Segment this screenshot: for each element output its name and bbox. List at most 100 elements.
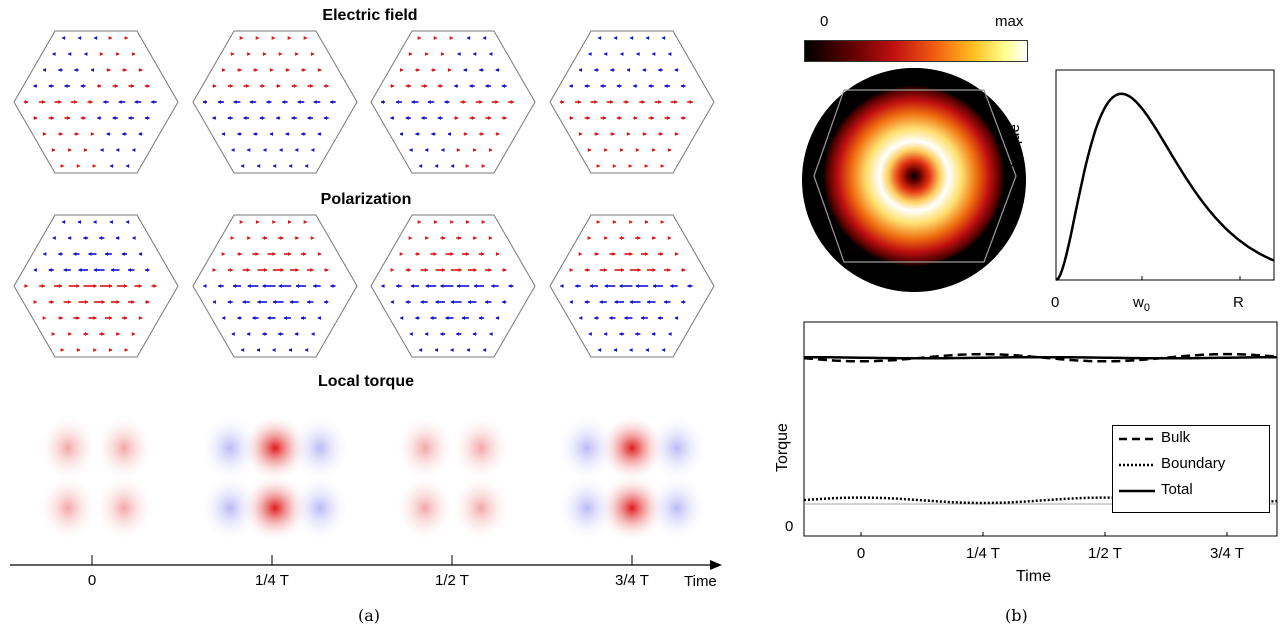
arrow-head (131, 332, 135, 336)
arrow-head (594, 68, 598, 72)
arrow-head (99, 52, 103, 56)
arrow-head (680, 84, 684, 88)
arrow-head (588, 332, 592, 336)
arrow-head (295, 52, 299, 56)
profile-xtick-0: 0 (1051, 294, 1060, 311)
arrow-head (496, 252, 500, 256)
arrow-head (313, 100, 317, 104)
arrow-head (93, 284, 97, 288)
arrow-head (610, 100, 614, 104)
arrow-head (305, 164, 309, 168)
arrow-head (109, 220, 113, 224)
arrow-head (59, 132, 63, 136)
arrow-head (116, 148, 120, 152)
arrow-head (405, 116, 409, 120)
arrow-head (471, 116, 475, 120)
arrow-head (67, 300, 71, 304)
time-chart-xtick-2: 1/2 T (1088, 545, 1122, 562)
arrow-head (323, 116, 327, 120)
arrow-head (80, 84, 84, 88)
arrow-head (579, 316, 583, 320)
arrow-head (287, 252, 291, 256)
arrow-head (303, 36, 307, 40)
arrow-head (675, 132, 679, 136)
arrow-head (689, 100, 693, 104)
arrow-head (109, 284, 113, 288)
arrow-head (78, 36, 82, 40)
arrow-head (76, 316, 80, 320)
arrow-head (681, 300, 685, 304)
arrow-head (635, 148, 639, 152)
arrow-head (424, 268, 428, 272)
legend-line-bulk (1119, 437, 1155, 441)
arrow-head (255, 252, 259, 256)
arrow-head (153, 284, 157, 288)
arrow-head (76, 164, 80, 168)
arrow-head (481, 220, 485, 224)
arrow-head (427, 100, 431, 104)
arrow-head (62, 220, 66, 224)
arrow-head (611, 132, 615, 136)
arrow-head (60, 348, 64, 352)
arrow-head (92, 164, 96, 168)
arrow-head (584, 300, 588, 304)
series-line-boundary (803, 496, 1278, 505)
arrow-head (98, 84, 102, 88)
arrow-head (620, 52, 624, 56)
arrow-head (463, 68, 467, 72)
arrow-head (289, 300, 293, 304)
arrow-head (596, 220, 600, 224)
arrow-head (107, 68, 111, 72)
arrow-head (237, 132, 241, 136)
arrow-head (425, 332, 429, 336)
arrow-head (132, 148, 136, 152)
arrow-head (495, 316, 499, 320)
arrow-head (612, 220, 616, 224)
arrow-head (604, 52, 608, 56)
arrow-head (441, 148, 445, 152)
arrow-head (457, 52, 461, 56)
arrow-head (313, 284, 317, 288)
arrow-head (88, 252, 92, 256)
arrow-head (122, 132, 126, 136)
arrow-head (83, 236, 87, 240)
arrow-head (440, 284, 444, 288)
time-chart-ytick-0: 0 (785, 518, 794, 535)
arrow-head (325, 268, 329, 272)
arrow-head (644, 220, 648, 224)
arrow-head (227, 300, 231, 304)
arrow-head (456, 332, 460, 336)
arrow-head (58, 100, 62, 104)
time-tick-3: 3/4 T (615, 572, 649, 589)
arrow-head (231, 332, 235, 336)
legend-line-total (1119, 489, 1155, 493)
arrow-head (604, 148, 608, 152)
arrow-head (431, 132, 435, 136)
arrow-head (76, 348, 80, 352)
arrow-head (145, 268, 149, 272)
arrow-head (602, 116, 606, 120)
arrow-head (578, 68, 582, 72)
arrow-head (100, 148, 104, 152)
arrow-head (430, 316, 434, 320)
arrow-head (241, 348, 245, 352)
arrow-head (587, 236, 591, 240)
arrow-head (604, 284, 608, 288)
arrow-head (407, 268, 411, 272)
arrow-head (278, 332, 282, 336)
arrow-head (62, 36, 66, 40)
arrow-head (108, 348, 112, 352)
arrow-head (425, 148, 429, 152)
arrow-head (42, 132, 46, 136)
arrow-head (472, 332, 476, 336)
arrow-head (416, 68, 420, 72)
arrow-head (238, 68, 242, 72)
arrow-head (48, 84, 52, 88)
arrow-head (68, 332, 72, 336)
arrow-head (584, 84, 588, 88)
arrow-head (670, 284, 674, 288)
arrow-head (480, 132, 484, 136)
arrow-head (646, 300, 650, 304)
arrow-head (604, 332, 608, 336)
arrow-head (222, 316, 226, 320)
